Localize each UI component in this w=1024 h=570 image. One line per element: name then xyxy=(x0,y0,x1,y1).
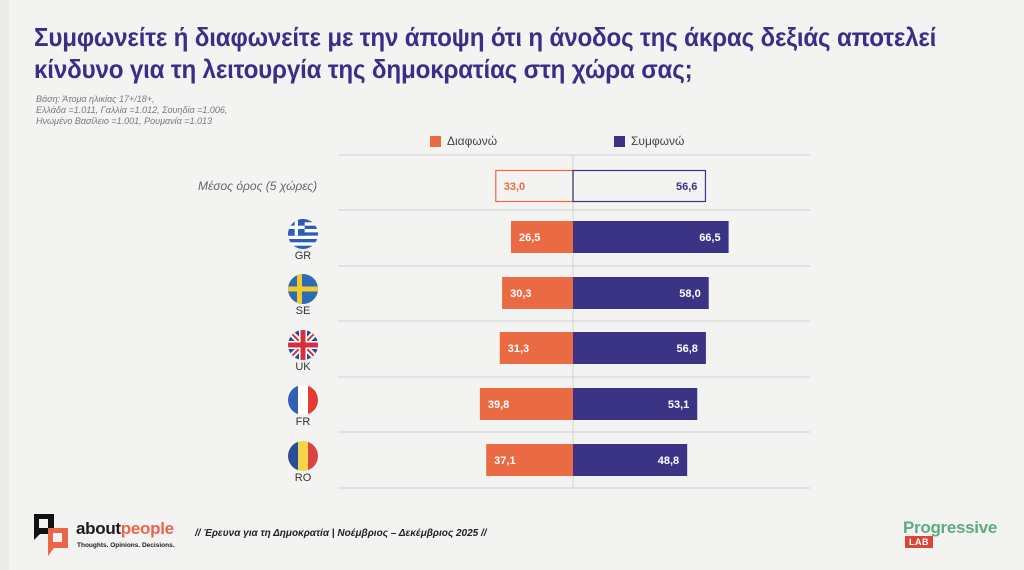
legend-swatch-agree xyxy=(614,135,625,147)
sample-base-note: Βάση: Άτομα ηλικίας 17+/18+, Ελλάδα =1.0… xyxy=(36,94,227,127)
bar-disagree xyxy=(486,444,573,476)
legend-item-disagree: Διαφωνώ xyxy=(430,134,497,148)
aboutpeople-word-about: about xyxy=(76,519,121,538)
country-code-gr: GR xyxy=(294,250,312,262)
aboutpeople-logo-icon xyxy=(34,514,68,556)
data-label-disagree: 37,1 xyxy=(494,455,515,467)
greece-flag-icon xyxy=(288,219,318,249)
row-label-fr: FR xyxy=(283,385,323,428)
base-line-3: Ηνωμένο Βασίλειο =1.001, Ρουμανία =1.013 xyxy=(36,116,213,126)
country-code-uk: UK xyxy=(295,361,311,373)
bar-agree xyxy=(573,332,706,364)
sweden-flag-icon xyxy=(288,274,318,304)
row-label-se: SE xyxy=(283,274,323,317)
bar-disagree xyxy=(502,277,573,309)
aboutpeople-wordmark: aboutpeople xyxy=(76,519,174,539)
bar-disagree xyxy=(499,332,573,364)
row-label-ro: RO xyxy=(283,441,323,484)
data-label-disagree: 33,0 xyxy=(504,181,525,193)
data-label-agree: 56,6 xyxy=(676,181,697,193)
data-label-disagree: 26,5 xyxy=(519,232,540,244)
survey-footer-text: // Έρευνα για τη Δημοκρατία | Νοέμβριος … xyxy=(195,528,487,539)
data-label-disagree: 30,3 xyxy=(510,288,531,300)
romania-flag-icon xyxy=(288,441,318,471)
progressive-lab-wordmark: Progressive xyxy=(903,518,998,537)
aboutpeople-word-people: people xyxy=(120,519,174,538)
title-line-1: Συμφωνείτε ή διαφωνείτε με την άποψη ότι… xyxy=(34,22,937,52)
data-label-agree: 66,5 xyxy=(699,232,720,244)
row-label-gr: GR xyxy=(283,219,323,262)
data-label-disagree: 39,8 xyxy=(488,399,509,411)
data-label-agree: 48,8 xyxy=(658,455,679,467)
legend-label-agree: Συμφωνώ xyxy=(631,134,685,148)
bar-agree-average xyxy=(572,169,707,203)
row-label-uk: UK xyxy=(283,330,323,373)
bar-disagree xyxy=(479,388,573,420)
bar-disagree xyxy=(510,221,573,253)
data-label-agree: 56,8 xyxy=(676,343,697,355)
title-line-2: κίνδυνο για τη λειτουργία της δημοκρατία… xyxy=(34,54,693,84)
page-title: Συμφωνείτε ή διαφωνείτε με την άποψη ότι… xyxy=(34,21,945,85)
country-code-fr: FR xyxy=(295,416,311,428)
base-line-1: Βάση: Άτομα ηλικίας 17+/18+, xyxy=(36,94,155,104)
progressive-lab-badge: LAB xyxy=(905,536,933,548)
legend-label-disagree: Διαφωνώ xyxy=(447,134,498,148)
data-label-agree: 53,1 xyxy=(668,399,689,411)
base-line-2: Ελλάδα =1.011, Γαλλία =1.012, Σουηδία =1… xyxy=(36,105,228,115)
country-code-se: SE xyxy=(295,305,311,317)
uk-flag-icon xyxy=(288,330,318,360)
data-label-agree: 58,0 xyxy=(679,288,700,300)
legend-swatch-disagree xyxy=(430,135,441,147)
bar-agree xyxy=(573,221,729,253)
aboutpeople-tagline: Thoughts. Opinions. Decisions. xyxy=(77,542,175,549)
left-edge-shade xyxy=(0,0,9,570)
data-label-disagree: 31,3 xyxy=(508,343,529,355)
bar-agree xyxy=(573,388,698,420)
bar-agree xyxy=(573,277,709,309)
country-code-ro: RO xyxy=(294,472,312,484)
row-label-average: Μέσος όρος (5 χώρες) xyxy=(198,179,318,193)
legend-item-agree: Συμφωνώ xyxy=(614,134,684,148)
france-flag-icon xyxy=(288,385,318,415)
bar-agree xyxy=(573,444,688,476)
